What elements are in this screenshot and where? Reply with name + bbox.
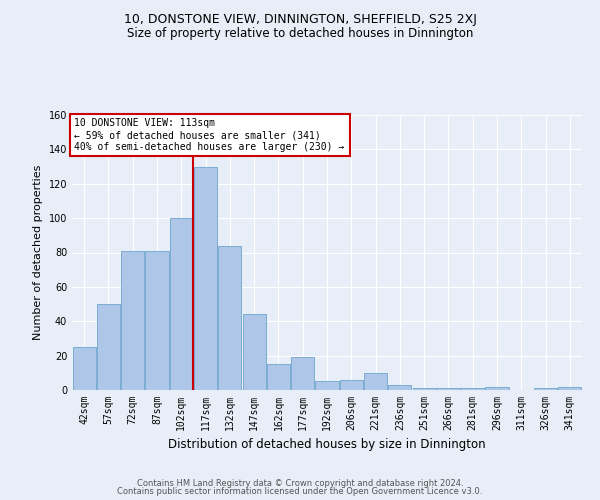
Bar [388, 385, 412, 390]
Y-axis label: Number of detached properties: Number of detached properties [33, 165, 43, 340]
Bar [340, 380, 363, 390]
Bar [364, 373, 387, 390]
Text: Contains public sector information licensed under the Open Government Licence v3: Contains public sector information licen… [118, 487, 482, 496]
Bar [145, 251, 169, 390]
Bar [194, 166, 217, 390]
Bar [437, 388, 460, 390]
Text: 10, DONSTONE VIEW, DINNINGTON, SHEFFIELD, S25 2XJ: 10, DONSTONE VIEW, DINNINGTON, SHEFFIELD… [124, 12, 476, 26]
Bar [316, 382, 338, 390]
Bar [413, 388, 436, 390]
Text: Contains HM Land Registry data © Crown copyright and database right 2024.: Contains HM Land Registry data © Crown c… [137, 478, 463, 488]
Bar [534, 388, 557, 390]
Bar [170, 218, 193, 390]
Bar [291, 358, 314, 390]
Bar [73, 347, 95, 390]
Bar [97, 304, 120, 390]
Bar [121, 251, 144, 390]
Text: 10 DONSTONE VIEW: 113sqm
← 59% of detached houses are smaller (341)
40% of semi-: 10 DONSTONE VIEW: 113sqm ← 59% of detach… [74, 118, 344, 152]
Bar [461, 388, 484, 390]
Bar [218, 246, 241, 390]
Bar [559, 386, 581, 390]
Text: Size of property relative to detached houses in Dinnington: Size of property relative to detached ho… [127, 28, 473, 40]
Bar [267, 364, 290, 390]
Bar [242, 314, 266, 390]
Bar [485, 386, 509, 390]
X-axis label: Distribution of detached houses by size in Dinnington: Distribution of detached houses by size … [168, 438, 486, 452]
